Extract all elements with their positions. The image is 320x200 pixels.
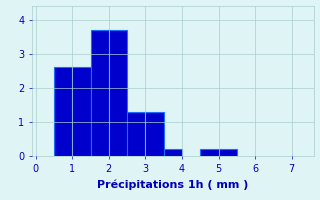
Bar [145, 112, 164, 156]
Bar [54, 67, 72, 156]
Bar [109, 30, 127, 156]
Bar [219, 149, 237, 156]
Bar [72, 67, 91, 156]
Bar [200, 149, 219, 156]
X-axis label: Précipitations 1h ( mm ): Précipitations 1h ( mm ) [97, 179, 249, 190]
Bar [127, 112, 145, 156]
Bar [91, 30, 109, 156]
Bar [164, 149, 182, 156]
